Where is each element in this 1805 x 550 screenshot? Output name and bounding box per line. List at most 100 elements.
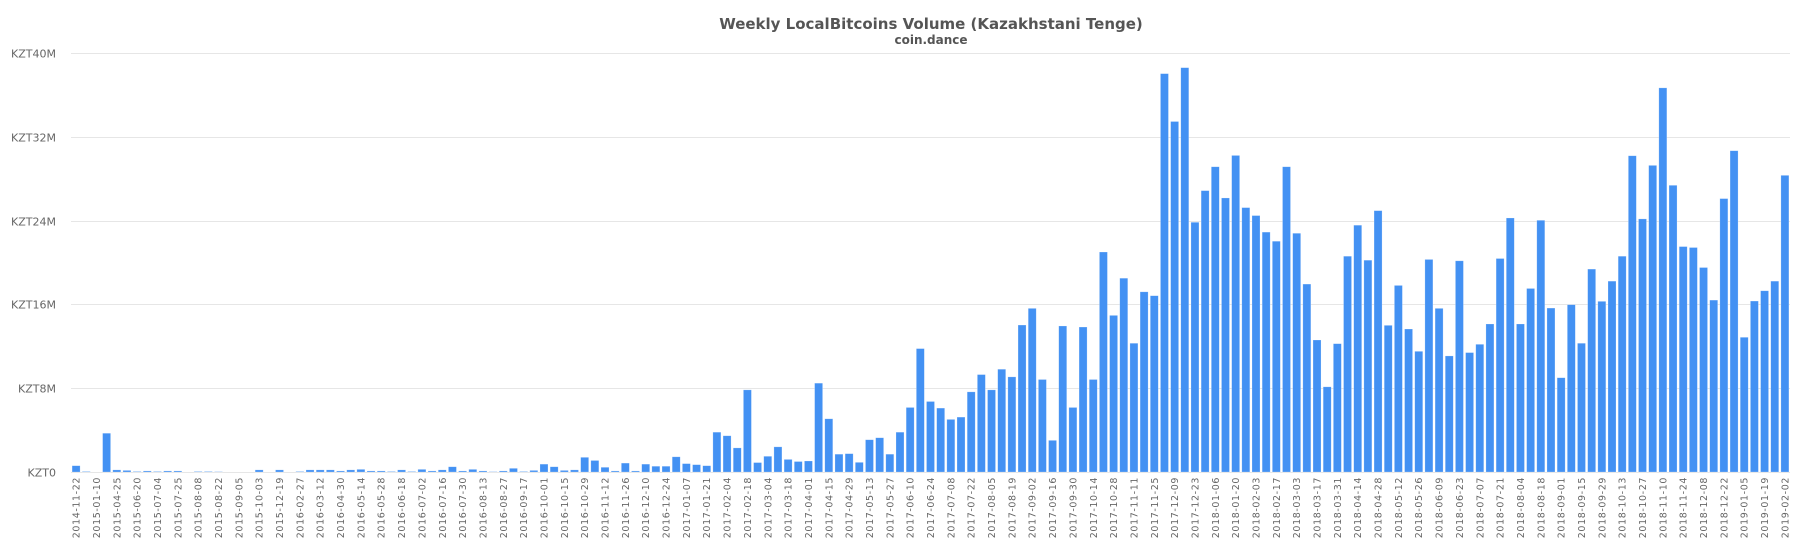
bar-2018-12-29[interactable] xyxy=(1729,150,1739,473)
bar-2016-12-24[interactable] xyxy=(661,465,671,473)
bar-2016-05-07[interactable] xyxy=(346,469,356,473)
bar-2017-01-21[interactable] xyxy=(702,465,712,473)
bar-2016-05-21[interactable] xyxy=(366,470,376,473)
bar-2018-02-17[interactable] xyxy=(1272,240,1281,473)
bar-2017-09-16[interactable] xyxy=(1048,440,1057,473)
bar-2017-02-25[interactable] xyxy=(753,462,762,473)
bar-2018-10-20[interactable] xyxy=(1628,155,1637,473)
bar-2018-03-03[interactable] xyxy=(1292,232,1301,473)
bar-2016-11-12[interactable] xyxy=(600,466,610,473)
bar-2017-07-08[interactable] xyxy=(946,419,956,473)
bar-2018-04-14[interactable] xyxy=(1353,224,1363,473)
bar-2017-07-01[interactable] xyxy=(936,407,945,473)
bar-2015-01-17[interactable] xyxy=(102,432,111,473)
bar-2016-03-19[interactable] xyxy=(326,469,335,473)
bar-2017-12-02[interactable] xyxy=(1160,73,1169,473)
bar-2017-06-10[interactable] xyxy=(905,407,915,473)
bar-2015-06-20[interactable] xyxy=(132,471,142,473)
bar-2016-11-19[interactable] xyxy=(610,470,620,473)
bar-2016-10-15[interactable] xyxy=(560,470,569,473)
bar-2018-10-06[interactable] xyxy=(1607,280,1617,473)
bar-2018-06-30[interactable] xyxy=(1465,352,1474,473)
bar-2018-08-18[interactable] xyxy=(1536,219,1546,473)
bar-2017-10-07[interactable] xyxy=(1078,326,1088,473)
bar-2018-03-24[interactable] xyxy=(1322,386,1332,473)
bar-2019-02-02[interactable] xyxy=(1780,175,1790,473)
bar-2016-11-05[interactable] xyxy=(590,460,600,473)
bar-2017-02-11[interactable] xyxy=(732,447,742,473)
bar-2017-11-04[interactable] xyxy=(1119,277,1129,473)
bar-2017-02-04[interactable] xyxy=(722,435,732,473)
bar-2017-03-18[interactable] xyxy=(783,459,793,473)
bar-2017-09-30[interactable] xyxy=(1068,407,1078,473)
bar-2018-11-24[interactable] xyxy=(1678,246,1688,473)
bar-2018-08-11[interactable] xyxy=(1526,288,1535,473)
bar-2017-01-14[interactable] xyxy=(692,464,701,473)
bar-2017-12-23[interactable] xyxy=(1190,221,1200,473)
bar-2016-11-26[interactable] xyxy=(621,462,630,473)
bar-2017-05-27[interactable] xyxy=(885,453,895,473)
bar-2018-02-10[interactable] xyxy=(1261,231,1271,473)
bar-2018-01-13[interactable] xyxy=(1221,197,1230,473)
bar-2017-09-02[interactable] xyxy=(1027,308,1037,473)
bar-2018-12-15[interactable] xyxy=(1709,299,1719,473)
bar-2019-01-26[interactable] xyxy=(1770,280,1780,473)
bar-2017-03-25[interactable] xyxy=(793,461,803,473)
bar-2017-05-20[interactable] xyxy=(875,437,884,473)
bar-2016-06-04[interactable] xyxy=(387,471,396,473)
bar-2017-12-30[interactable] xyxy=(1200,190,1210,473)
bar-2018-07-07[interactable] xyxy=(1475,344,1485,473)
bar-2017-07-22[interactable] xyxy=(966,391,976,473)
bar-2017-08-19[interactable] xyxy=(1007,376,1017,473)
bar-2017-09-09[interactable] xyxy=(1038,379,1047,473)
bar-2016-06-25[interactable] xyxy=(407,471,417,473)
bar-2018-01-20[interactable] xyxy=(1231,155,1240,473)
bar-2018-04-28[interactable] xyxy=(1373,210,1383,473)
bar-2017-04-08[interactable] xyxy=(814,382,823,473)
bar-2016-04-30[interactable] xyxy=(336,470,345,473)
bar-2018-11-10[interactable] xyxy=(1658,87,1668,473)
bar-2016-07-02[interactable] xyxy=(417,469,427,473)
bar-2018-09-08[interactable] xyxy=(1567,304,1576,473)
bar-2018-03-17[interactable] xyxy=(1312,339,1322,473)
bar-2016-12-03[interactable] xyxy=(631,470,640,473)
bar-2018-10-27[interactable] xyxy=(1638,218,1647,473)
bar-2017-07-29[interactable] xyxy=(977,374,986,473)
bar-2018-09-22[interactable] xyxy=(1587,268,1596,473)
bar-2017-10-14[interactable] xyxy=(1088,379,1098,473)
bar-2016-08-13[interactable] xyxy=(478,470,488,473)
bar-2016-07-23[interactable] xyxy=(448,466,457,473)
bar-2018-04-21[interactable] xyxy=(1363,259,1373,473)
bar-2017-03-11[interactable] xyxy=(773,446,783,473)
bar-2017-01-07[interactable] xyxy=(682,463,691,473)
bar-2017-04-01[interactable] xyxy=(804,460,813,473)
bar-2015-07-25[interactable] xyxy=(173,470,183,473)
bar-2017-04-15[interactable] xyxy=(824,418,834,473)
bar-2016-07-16[interactable] xyxy=(437,469,447,473)
bar-2018-12-22[interactable] xyxy=(1719,198,1729,473)
bar-2015-12-19[interactable] xyxy=(275,469,284,473)
bar-2018-11-17[interactable] xyxy=(1668,185,1678,473)
bar-2018-07-21[interactable] xyxy=(1495,258,1505,473)
bar-2018-12-01[interactable] xyxy=(1689,247,1698,473)
bar-2016-05-14[interactable] xyxy=(356,469,366,473)
bar-2018-09-01[interactable] xyxy=(1556,377,1566,473)
bar-2015-08-08[interactable] xyxy=(193,471,203,473)
bar-2016-09-24[interactable] xyxy=(529,470,539,473)
bar-2015-05-02[interactable] xyxy=(122,470,132,473)
bar-2016-03-05[interactable] xyxy=(305,469,315,473)
bar-2015-04-25[interactable] xyxy=(112,469,122,473)
bar-2018-02-24[interactable] xyxy=(1282,166,1291,473)
bar-2018-01-06[interactable] xyxy=(1211,166,1220,473)
bar-2017-02-18[interactable] xyxy=(743,389,752,473)
bar-2018-03-10[interactable] xyxy=(1302,283,1312,473)
bar-2017-05-13[interactable] xyxy=(865,439,874,473)
bar-2016-06-18[interactable] xyxy=(397,469,406,473)
bar-2018-07-28[interactable] xyxy=(1505,217,1515,473)
bar-2016-12-31[interactable] xyxy=(671,456,681,473)
bar-2018-05-19[interactable] xyxy=(1404,328,1413,473)
bar-2018-04-07[interactable] xyxy=(1343,255,1352,473)
bar-2018-09-29[interactable] xyxy=(1597,301,1607,473)
bar-2019-01-05[interactable] xyxy=(1739,336,1749,473)
bar-2018-10-13[interactable] xyxy=(1617,255,1627,473)
